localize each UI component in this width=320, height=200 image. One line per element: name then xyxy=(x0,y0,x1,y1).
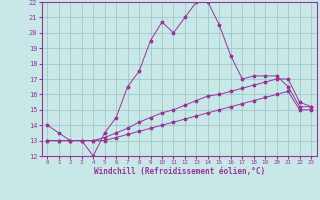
X-axis label: Windchill (Refroidissement éolien,°C): Windchill (Refroidissement éolien,°C) xyxy=(94,167,265,176)
